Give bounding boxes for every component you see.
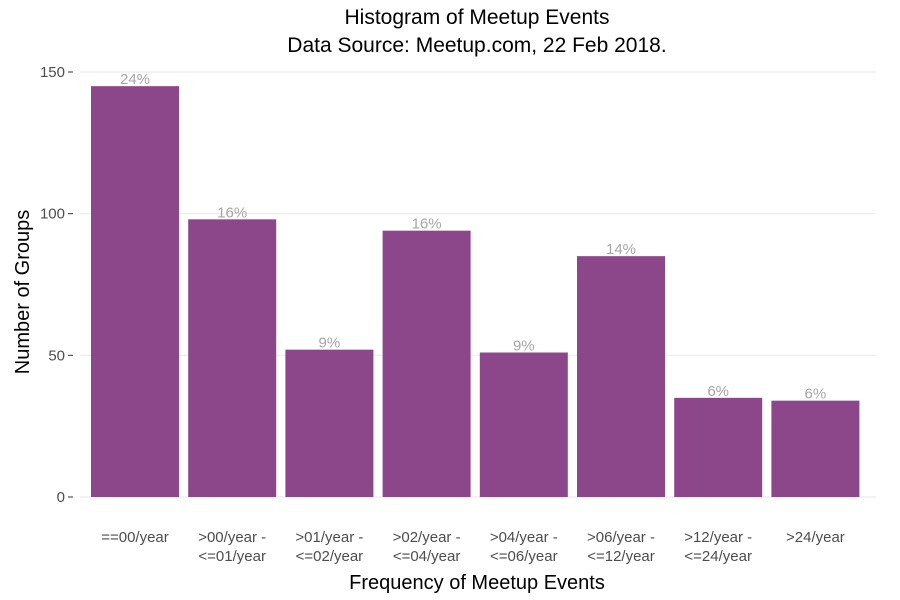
data-label: 16% xyxy=(412,216,442,233)
x-tick-label: >12/year -<=24/year xyxy=(684,529,752,565)
bar xyxy=(285,349,374,497)
y-tick-label: 0 xyxy=(57,489,65,506)
chart-title: Histogram of Meetup Events xyxy=(345,6,610,29)
x-axis-ticks: ==00/year >00/year -<=01/year >01/year -<=… xyxy=(101,529,845,565)
data-label: 14% xyxy=(606,241,636,258)
bar xyxy=(382,230,471,497)
y-axis-title: Number of Groups xyxy=(12,210,34,375)
data-labels: 24% 16% 9% 16% 9% 14% 6% 6% xyxy=(120,71,827,403)
data-label: 9% xyxy=(513,338,535,355)
data-label: 9% xyxy=(319,335,341,352)
bar xyxy=(771,400,860,497)
y-tick-label: 150 xyxy=(40,64,65,81)
bar xyxy=(188,219,277,498)
bar xyxy=(674,397,763,497)
bar xyxy=(479,352,568,497)
data-label: 24% xyxy=(120,71,150,88)
x-tick-label: >00/year -<=01/year xyxy=(198,529,266,565)
y-tick-label: 50 xyxy=(48,347,65,364)
data-label: 6% xyxy=(805,386,827,403)
y-axis-ticks: 0 50 100 150 xyxy=(40,64,73,506)
x-tick-label: >01/year -<=02/year xyxy=(295,529,363,565)
x-axis-title: Frequency of Meetup Events xyxy=(349,572,605,594)
bar xyxy=(91,86,179,498)
x-tick-label: >06/year -<=12/year xyxy=(587,529,655,565)
bars xyxy=(91,86,860,498)
data-label: 16% xyxy=(217,204,247,221)
x-tick-label: >24/year xyxy=(786,529,845,546)
x-tick-label: >02/year -<=04/year xyxy=(393,529,461,565)
chart-subtitle: Data Source: Meetup.com, 22 Feb 2018. xyxy=(287,34,666,57)
x-tick-label: >04/year -<=06/year xyxy=(490,529,558,565)
data-label: 6% xyxy=(707,383,729,400)
x-tick-label: ==00/year xyxy=(101,529,169,546)
y-tick-label: 100 xyxy=(40,206,65,223)
bar xyxy=(577,256,665,497)
